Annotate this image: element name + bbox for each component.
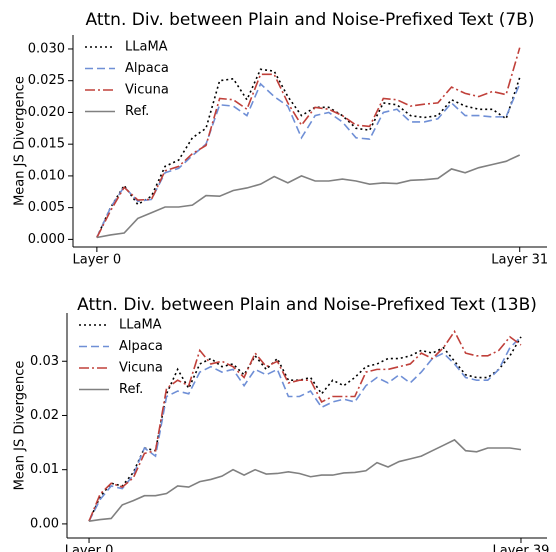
y-tick-label: 0.030 [28, 41, 65, 56]
legend-label: Alpaca [119, 339, 163, 354]
y-tick-label: 0.005 [28, 200, 65, 215]
legend-label: Ref. [119, 382, 143, 397]
series-line [96, 47, 521, 238]
series-line [88, 329, 522, 522]
y-tick-label: 0.010 [28, 168, 65, 183]
x-tick-label: Layer 0 [73, 253, 122, 268]
y-tick-label: 0.02 [30, 408, 59, 423]
chart-title: Attn. Div. between Plain and Noise-Prefi… [77, 295, 537, 315]
y-tick-label: 0.025 [28, 73, 65, 88]
y-tick-label: 0.01 [30, 462, 59, 477]
y-tick-label: 0.00 [30, 516, 59, 531]
chart-title: Attn. Div. between Plain and Noise-Prefi… [86, 10, 535, 30]
legend-label: Vicuna [125, 83, 169, 98]
legend-label: LLaMA [119, 318, 162, 333]
x-tick-label: Layer 31 [491, 253, 548, 268]
y-tick-label: 0.03 [30, 354, 59, 369]
legend-label: LLaMA [125, 40, 168, 55]
y-axis-label: Mean JS Divergence [13, 76, 28, 206]
x-tick-label: Layer 0 [65, 544, 114, 552]
x-tick-label: Layer 39 [493, 544, 550, 552]
legend-label: Ref. [125, 104, 149, 119]
series-line [88, 438, 522, 522]
y-tick-label: 0.020 [28, 105, 65, 120]
series-line [96, 68, 521, 238]
legend-label: Vicuna [119, 361, 163, 376]
y-tick-label: 0.000 [28, 232, 65, 247]
series-line [96, 154, 521, 239]
series-line [88, 336, 522, 522]
legend-label: Alpaca [125, 61, 169, 76]
y-axis-label: Mean JS Divergence [13, 361, 28, 491]
series-line [96, 82, 521, 238]
y-tick-label: 0.015 [28, 137, 65, 152]
